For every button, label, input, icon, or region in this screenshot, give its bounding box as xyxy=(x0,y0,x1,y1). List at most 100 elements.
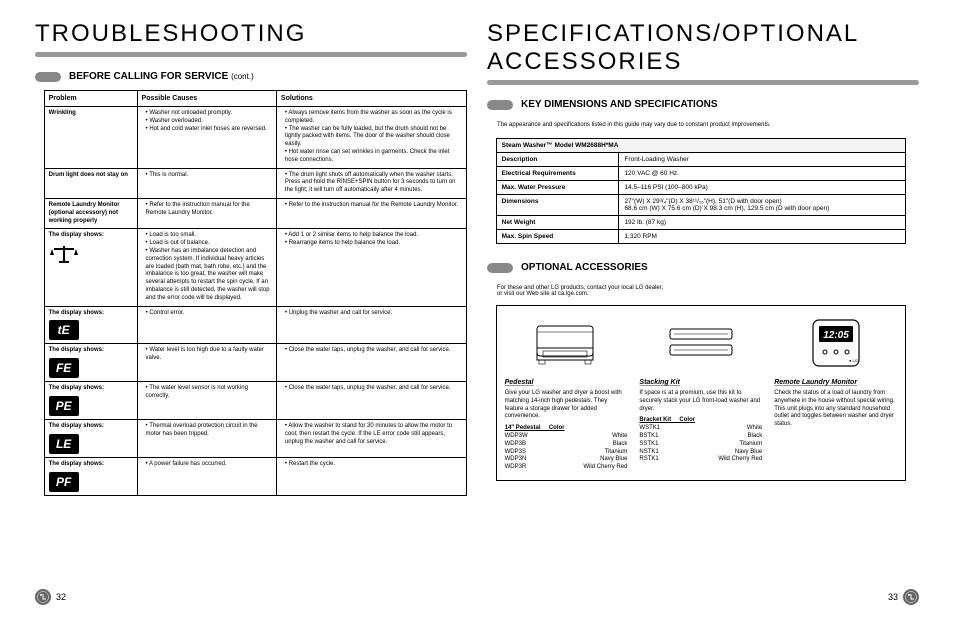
spec-intro-text: The appearance and specifications listed… xyxy=(497,122,919,128)
table-row: Max. Spin Speed1,320 RPM xyxy=(496,230,905,244)
error-code-icon: LE xyxy=(49,434,79,454)
spec-value: 27"(W) X 29³/₄"(D) X 38¹¹/₁₆"(H), 51"(D … xyxy=(619,195,906,216)
spec-value: Front-Loading Washer xyxy=(619,153,906,167)
th-solutions: Solutions xyxy=(276,91,466,107)
solutions-cell: Add 1 or 2 similar items to help balance… xyxy=(276,229,466,306)
causes-cell: This is normal. xyxy=(137,168,276,198)
spec-section-label: KEY DIMENSIONS AND SPECIFICATIONS xyxy=(521,99,718,110)
left-page: TROUBLESHOOTING BEFORE CALLING FOR SERVI… xyxy=(25,20,477,605)
pedestal-title: Pedestal xyxy=(505,378,628,387)
list-item: BSTK1Black xyxy=(639,433,762,441)
lg-logo-icon xyxy=(903,589,919,605)
right-page: SPECIFICATIONS/OPTIONAL ACCESSORIES KEY … xyxy=(477,20,929,605)
list-item: WDP3WWhite xyxy=(505,433,628,441)
svg-text:12:05: 12:05 xyxy=(823,330,849,341)
table-row: Dimensions27"(W) X 29³/₄"(D) X 38¹¹/₁₆"(… xyxy=(496,195,905,216)
monitor-column: 12:05 ● LG Remote Laundry Monitor Check … xyxy=(774,314,897,472)
section-spec: KEY DIMENSIONS AND SPECIFICATIONS xyxy=(487,99,919,110)
causes-cell: A power failure has occurred. xyxy=(137,457,276,495)
page-title-left: TROUBLESHOOTING xyxy=(35,20,467,48)
page-number-right: 33 xyxy=(888,592,898,602)
spec-key: Max. Water Pressure xyxy=(496,181,619,195)
list-item: SSTK1Titanium xyxy=(639,441,762,449)
table-row: The display shows:LEThermal overload pro… xyxy=(44,420,466,458)
solutions-cell: The drum light shuts off automatically w… xyxy=(276,168,466,198)
footer-right: 33 xyxy=(487,583,919,605)
pedestal-head: 14" Pedestal Color xyxy=(505,425,628,433)
spec-key: Max. Spin Speed xyxy=(496,230,619,244)
th-problem: Problem xyxy=(44,91,137,107)
error-code-icon: PE xyxy=(49,396,79,416)
footer-left: 32 xyxy=(35,583,467,605)
solutions-cell: Restart the cycle. xyxy=(276,457,466,495)
error-code-icon: FE xyxy=(49,358,79,378)
spec-key: Net Weight xyxy=(496,216,619,230)
spec-value: 14.5–116 PSI (100–800 kPa) xyxy=(619,181,906,195)
spec-table: Steam Washer™ Model WM2688H*MA Descripti… xyxy=(496,138,906,244)
solutions-cell: Always remove items from the washer as s… xyxy=(276,107,466,169)
problem-cell: Remote Laundry Monitor (optional accesso… xyxy=(44,199,137,229)
spec-value: 192 lb. (87 kg) xyxy=(619,216,906,230)
table-row: Net Weight192 lb. (87 kg) xyxy=(496,216,905,230)
troubleshooting-table: Problem Possible Causes Solutions Wrinkl… xyxy=(44,90,467,496)
spec-key: Description xyxy=(496,153,619,167)
problem-cell: Wrinkling xyxy=(44,107,137,169)
list-item: WDP3BBlack xyxy=(505,441,628,449)
problem-cell: The display shows:tE xyxy=(44,306,137,344)
page-number-left: 32 xyxy=(56,592,66,602)
spec-key: Electrical Requirements xyxy=(496,167,619,181)
spec-key: Dimensions xyxy=(496,195,619,216)
list-item: WDP3STitanium xyxy=(505,449,628,457)
section-pill xyxy=(35,72,61,82)
table-row: Max. Water Pressure14.5–116 PSI (100–800… xyxy=(496,181,905,195)
section-before-service: BEFORE CALLING FOR SERVICE (cont.) xyxy=(35,71,467,82)
table-row: The display shows:FEWater level is too h… xyxy=(44,344,466,382)
problem-cell: The display shows:PF xyxy=(44,457,137,495)
error-code-icon: PF xyxy=(49,472,79,492)
section-label: BEFORE CALLING FOR SERVICE (cont.) xyxy=(69,71,254,82)
model-label: Steam Washer™ Model WM2688H*MA xyxy=(496,139,905,153)
causes-cell: Control error. xyxy=(137,306,276,344)
svg-text:● LG: ● LG xyxy=(849,358,858,363)
title-rule-right xyxy=(487,80,919,85)
pedestal-icon xyxy=(505,314,628,372)
solutions-cell: Allow the washer to stand for 30 minutes… xyxy=(276,420,466,458)
remote-monitor-icon: 12:05 ● LG xyxy=(774,314,897,372)
monitor-desc: Check the status of a load of laundry fr… xyxy=(774,390,897,429)
causes-cell: Washer not unloaded promptly.Washer over… xyxy=(137,107,276,169)
table-row: The display shows:Load is too small.Load… xyxy=(44,229,466,306)
stacking-desc: If space is at a premium, use this kit t… xyxy=(639,390,762,413)
th-causes: Possible Causes xyxy=(137,91,276,107)
problem-cell: The display shows:PE xyxy=(44,382,137,420)
causes-cell: Refer to the instruction manual for the … xyxy=(137,199,276,229)
problem-cell: The display shows: xyxy=(44,229,137,306)
table-row: Remote Laundry Monitor (optional accesso… xyxy=(44,199,466,229)
page-title-right: SPECIFICATIONS/OPTIONAL ACCESSORIES xyxy=(487,20,919,76)
table-row: The display shows:PFA power failure has … xyxy=(44,457,466,495)
table-row: WrinklingWasher not unloaded promptly.Wa… xyxy=(44,107,466,169)
spec-value: 120 VAC @ 60 Hz. xyxy=(619,167,906,181)
table-row: Electrical Requirements120 VAC @ 60 Hz. xyxy=(496,167,905,181)
causes-cell: Thermal overload protection circuit in t… xyxy=(137,420,276,458)
stacking-title: Stacking Kit xyxy=(639,378,762,387)
list-item: WDP3NNavy Blue xyxy=(505,456,628,464)
error-code-icon: tE xyxy=(49,320,79,340)
problem-cell: Drum light does not stay on xyxy=(44,168,137,198)
list-item: RSTK1Wild Cherry Red xyxy=(639,456,762,464)
section-pill xyxy=(487,100,513,110)
solutions-cell: Close the water taps, unplug the washer,… xyxy=(276,382,466,420)
solutions-cell: Unplug the washer and call for service. xyxy=(276,306,466,344)
solutions-cell: Close the water taps, unplug the washer,… xyxy=(276,344,466,382)
pedestal-desc: Give your LG washer and dryer a boost wi… xyxy=(505,390,628,421)
table-row: Drum light does not stay onThis is norma… xyxy=(44,168,466,198)
list-item: WDP3RWild Cherry Red xyxy=(505,464,628,472)
stacking-kit-icon xyxy=(639,314,762,372)
balance-icon xyxy=(49,243,133,265)
title-rule-left xyxy=(35,52,467,57)
accessories-box: Pedestal Give your LG washer and dryer a… xyxy=(496,305,906,481)
table-row: The display shows:PEThe water level sens… xyxy=(44,382,466,420)
lg-logo-icon xyxy=(35,589,51,605)
causes-cell: Water level is too high due to a faulty … xyxy=(137,344,276,382)
monitor-title: Remote Laundry Monitor xyxy=(774,378,897,387)
table-row: The display shows:tEControl error.Unplug… xyxy=(44,306,466,344)
